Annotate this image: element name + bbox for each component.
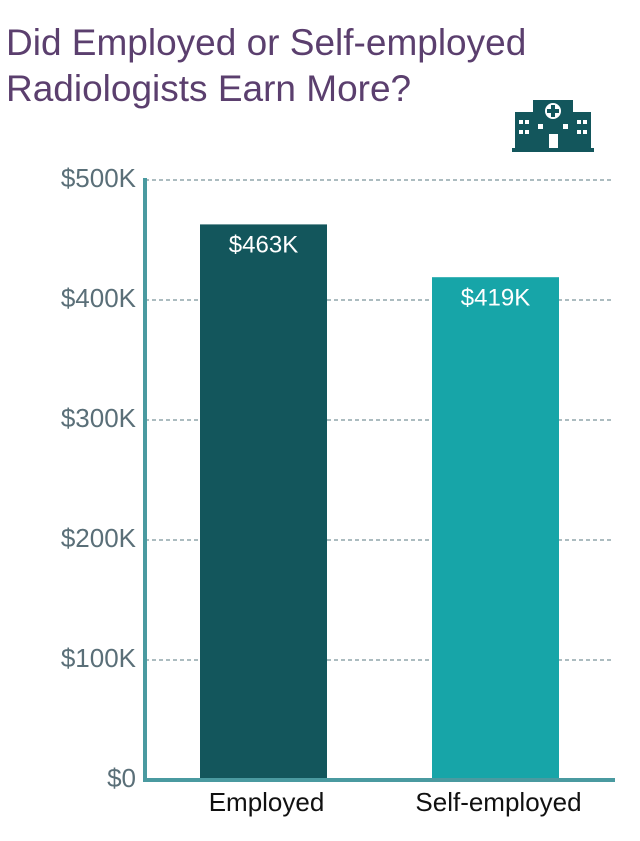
y-tick-label: $100K xyxy=(61,643,137,673)
bar xyxy=(432,277,559,780)
x-tick-label: Self-employed xyxy=(415,787,581,817)
bar xyxy=(200,224,327,780)
y-tick-label: $400K xyxy=(61,283,137,313)
y-tick-label: $0 xyxy=(107,763,136,793)
hospital-icon xyxy=(512,100,594,152)
y-tick-label: $500K xyxy=(61,163,137,193)
value-label: $463K xyxy=(229,232,298,259)
x-tick-label: Employed xyxy=(209,787,325,817)
value-label: $419K xyxy=(461,285,530,312)
y-tick-label: $300K xyxy=(61,403,137,433)
y-tick-label: $200K xyxy=(61,523,137,553)
chart-title: Did Employed or Self-employed Radiologis… xyxy=(6,22,527,109)
